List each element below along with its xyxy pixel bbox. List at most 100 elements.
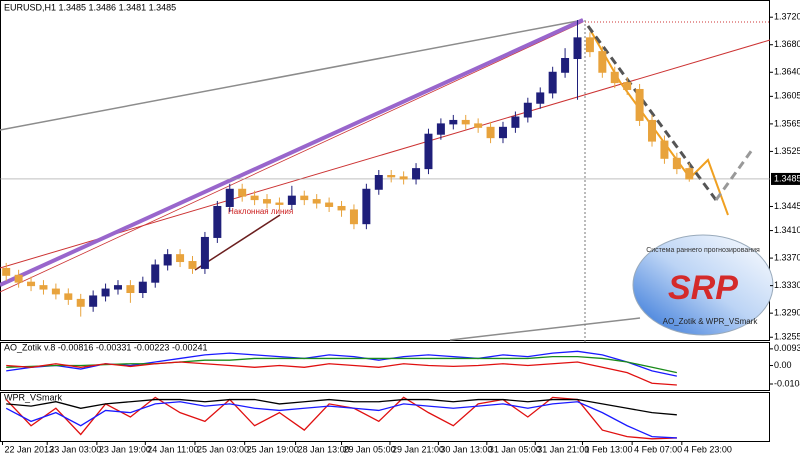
candle-body <box>672 157 681 170</box>
ao-panel <box>0 342 770 391</box>
indicator-title: WPR_VSmark <box>4 392 63 402</box>
y-tick-label: 1.3525 <box>774 146 800 156</box>
candle-body <box>598 51 607 73</box>
candle-body <box>523 102 532 118</box>
candle-body <box>399 176 408 180</box>
candle-body <box>610 71 619 84</box>
x-tick-label: 4 Feb 07:00 <box>634 444 682 454</box>
x-tick-label: 25 Jan 19:00 <box>247 444 299 454</box>
y-tick-label: 1.3605 <box>774 91 800 101</box>
candle-body <box>163 254 172 266</box>
candle-body <box>250 195 259 201</box>
candle-body <box>138 281 147 294</box>
candle-body <box>188 261 197 269</box>
candle-body <box>461 119 470 125</box>
candle-body <box>561 58 570 73</box>
last-price-box <box>771 172 800 185</box>
candle-body <box>27 281 36 287</box>
inclined-line <box>194 214 281 271</box>
y-tick-label: 1.3640 <box>774 67 800 77</box>
candle-body <box>685 168 694 180</box>
x-tick-label: 24 Jan 11:00 <box>147 444 198 454</box>
candle-body <box>374 175 383 190</box>
y-tick-label: 1.3330 <box>774 280 800 290</box>
x-tick-label: 28 Jan 13:00 <box>298 444 350 454</box>
candle-body <box>89 295 98 307</box>
y-tick-label: 1.3680 <box>774 39 800 49</box>
projection-dashed <box>714 149 754 201</box>
indicator-line <box>6 356 677 374</box>
candle-body <box>536 92 545 104</box>
y-tick-label: 1.3255 <box>774 332 800 342</box>
purple-trend-line <box>0 18 584 287</box>
candle-body <box>51 288 60 295</box>
logo-circle <box>632 234 774 336</box>
logo-arc-text: Система раннего прогнозирования <box>646 247 760 254</box>
y-tick-label: 0.00939 <box>774 343 800 353</box>
candle-body <box>412 168 421 180</box>
x-tick-label: 31 Jan 21:00 <box>537 444 589 454</box>
drawings: Наклонная линия <box>0 18 771 342</box>
candle-body <box>449 119 458 125</box>
candle-body <box>474 123 483 128</box>
x-tick-label: 23 Jan 03:00 <box>49 444 101 454</box>
x-tick-label: 31 Jan 05:00 <box>489 444 541 454</box>
y-tick-label: 1.3290 <box>774 308 800 318</box>
candle-body <box>362 188 371 225</box>
wpr-panel <box>0 392 770 442</box>
candle-body <box>101 288 110 297</box>
x-tick-label: 23 Jan 19:00 <box>99 444 151 454</box>
x-tick-label: 1 Feb 13:00 <box>584 444 632 454</box>
candle-body <box>660 140 669 159</box>
candle-body <box>548 71 557 94</box>
y-tick-label: 0.00 <box>774 360 792 370</box>
last-price-label: 1.3485 <box>774 173 800 183</box>
candle-body <box>213 205 222 238</box>
candle-body <box>39 285 48 290</box>
candle-body <box>275 202 284 205</box>
candle-body <box>238 188 247 197</box>
main-panel <box>0 0 770 341</box>
logo-subtitle: AO_Zotik & WPR_VSmark <box>663 317 759 326</box>
candle-body <box>263 199 272 204</box>
candle-body <box>14 274 23 283</box>
y-tick-label: 1.3565 <box>774 118 800 128</box>
candle-body <box>76 298 85 307</box>
logo: Система раннего прогнозирования SRP AO_Z… <box>632 234 774 336</box>
indicator-line <box>5 401 677 439</box>
y-tick-label: 1.3720 <box>774 12 800 22</box>
candle-body <box>126 285 135 294</box>
y-tick-label: 1.3370 <box>774 252 800 262</box>
candle-body <box>113 285 122 290</box>
candle-body <box>635 88 644 121</box>
candle-body <box>623 82 632 90</box>
candle-body <box>424 133 433 170</box>
channel-line <box>0 19 584 131</box>
trend-line <box>0 39 771 269</box>
candle-body <box>176 254 185 263</box>
x-tick-label: 29 Jan 05:00 <box>344 444 396 454</box>
candle-body <box>64 293 73 300</box>
candle-body <box>511 116 520 128</box>
annotation: Наклонная линия <box>228 207 293 216</box>
x-tick-label: 4 Feb 23:00 <box>684 444 732 454</box>
candle-body <box>312 199 321 204</box>
candle-body <box>225 188 234 207</box>
candle-body <box>349 209 358 225</box>
candle-body <box>387 175 396 178</box>
indicator-line <box>6 361 677 386</box>
x-tick-label: 25 Jan 03:00 <box>197 444 249 454</box>
x-tick-label: 22 Jan 2013 <box>4 444 54 454</box>
channel-line <box>449 317 641 341</box>
x-tick-label: 29 Jan 21:00 <box>392 444 444 454</box>
candle-body <box>2 267 11 276</box>
y-tick-label: 1.3445 <box>774 201 800 211</box>
logo-title: SRP <box>668 269 738 307</box>
chart-title: EURUSD,H1 1.3485 1.3486 1.3481 1.3485 <box>4 2 176 12</box>
indicator-line <box>6 398 677 416</box>
projection-dashed <box>586 25 718 201</box>
candle-body <box>200 236 209 269</box>
indicator-line <box>5 396 677 440</box>
